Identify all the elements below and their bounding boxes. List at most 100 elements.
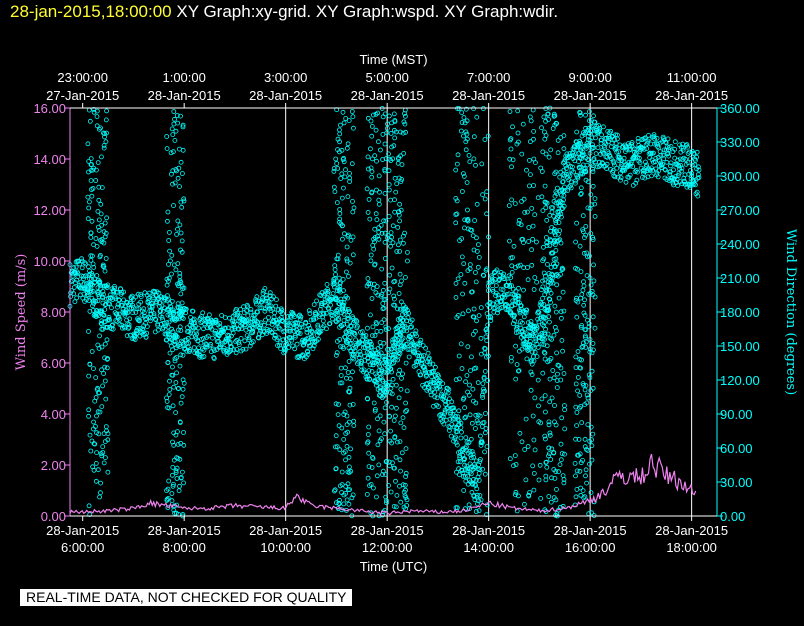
wdir-point (383, 494, 389, 500)
wdir-point (552, 303, 558, 309)
wdir-point (548, 355, 554, 361)
wdir-point (490, 301, 496, 307)
wdir-point (696, 175, 702, 180)
wdir-point (250, 339, 256, 345)
wdir-point (548, 457, 554, 462)
wdir-point (524, 167, 529, 173)
wdir-point (315, 322, 321, 328)
wdir-point (668, 143, 674, 149)
wdir-point (173, 410, 179, 416)
wdir-point (105, 282, 111, 288)
wdir-point (177, 483, 182, 489)
wdir-point (171, 430, 177, 436)
y-left-tick-label: 10.00 (33, 254, 66, 269)
wdir-point (157, 303, 162, 309)
wdir-point (305, 349, 310, 355)
wdir-point (87, 362, 93, 367)
wdir-point (583, 112, 588, 118)
wdir-point (171, 384, 177, 390)
wdir-point (104, 337, 110, 343)
wdir-point (495, 292, 501, 298)
wdir-point (558, 309, 564, 315)
wdir-point (311, 315, 317, 321)
wdir-point (526, 225, 532, 230)
wdir-point (389, 391, 395, 397)
wdir-point (511, 243, 517, 249)
wdir-point (403, 474, 409, 479)
wdir-point (168, 171, 174, 177)
wdir-point (397, 367, 403, 373)
wdir-point (475, 242, 481, 248)
x-bottom-tick-time: 8:00:00 (162, 540, 205, 555)
wdir-point (210, 335, 215, 341)
wdir-point (401, 119, 407, 125)
wdir-point (325, 286, 331, 292)
wdir-point (371, 236, 377, 242)
wdir-point (94, 123, 100, 129)
wdir-point (102, 378, 108, 384)
wdir-point (547, 335, 553, 341)
wdir-point (226, 333, 232, 339)
wdir-point (366, 281, 372, 287)
wdir-point (558, 377, 564, 383)
wdir-point (177, 184, 182, 190)
wdir-point (85, 141, 91, 147)
wdir-point (114, 319, 120, 325)
wdir-point (348, 323, 354, 329)
wdir-point (142, 290, 148, 296)
wdir-point (549, 205, 554, 211)
wdir-point (103, 396, 109, 402)
wdir-point (404, 307, 410, 313)
wdir-point (560, 179, 566, 184)
wdir-point (394, 439, 400, 445)
wdir-point (474, 318, 479, 324)
wdir-point (379, 266, 385, 272)
wdir-point (351, 418, 357, 424)
wdir-point (317, 307, 323, 312)
wdir-point (454, 211, 460, 217)
wdir-point (575, 452, 580, 458)
wdir-point (658, 152, 664, 158)
wdir-point (208, 341, 214, 347)
wdir-point (367, 146, 373, 152)
wdir-point (633, 180, 639, 186)
wdir-point (585, 142, 590, 148)
wdir-point (86, 373, 92, 379)
wdir-point (524, 356, 530, 362)
wdir-point (337, 216, 343, 222)
wdir-point (616, 149, 622, 155)
wdir-point (213, 328, 218, 334)
wdir-point (542, 183, 548, 189)
wdir-point (369, 156, 375, 162)
wdir-point (171, 109, 177, 114)
wdir-point (520, 320, 525, 326)
wdir-point (359, 359, 365, 364)
wdir-point (89, 218, 95, 224)
wdir-point (158, 308, 164, 314)
wdir-point (546, 154, 552, 160)
wdir-point (277, 340, 283, 346)
wdir-point (391, 293, 397, 299)
wdir-point (98, 490, 103, 496)
wdir-point (595, 145, 601, 151)
wdir-point (332, 263, 338, 269)
wdir-point (408, 334, 414, 340)
wdir-point (400, 345, 406, 351)
wdir-point (335, 165, 341, 171)
wdir-point (552, 403, 557, 408)
wdir-point (168, 150, 174, 156)
wdir-point (369, 296, 375, 301)
wdir-point (400, 335, 406, 341)
wdir-point (275, 320, 281, 326)
wdir-point (93, 478, 99, 484)
wdir-point (334, 256, 340, 262)
wdir-point (586, 157, 592, 163)
x-bottom-tick-date: 28-Jan-2015 (351, 523, 424, 538)
wdir-point (644, 162, 650, 168)
wdir-point (403, 495, 409, 500)
wdir-point (560, 348, 565, 354)
wdir-point (402, 111, 407, 116)
wdir-point (432, 389, 438, 395)
y-left-tick-label: 12.00 (33, 203, 66, 218)
